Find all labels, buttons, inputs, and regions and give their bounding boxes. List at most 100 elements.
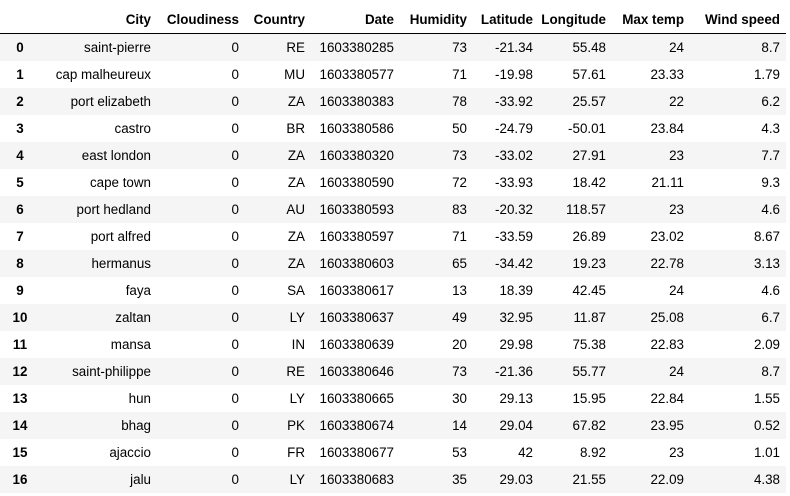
cell-cloudiness: 0 [231,229,239,244]
cell-max-temp: 24 [669,283,684,298]
cell-longitude: 42.45 [572,283,606,298]
cell-date: 1603380677 [319,445,394,460]
cell-longitude: 15.95 [572,391,606,406]
cell-date: 1603380383 [319,94,394,109]
cell-cloudiness: 0 [231,202,239,217]
cell-wind-speed: 3.13 [753,256,780,271]
table-row: 3 castro 0 BR 1603380586 50 -24.79 -50.01 23.84 4… [0,115,786,142]
cell-wind-speed: 8.7 [761,364,780,379]
cell-latitude: 29.03 [499,472,533,487]
cell-humidity: 50 [452,121,467,136]
cell-country: RE [286,40,305,55]
cell-cloudiness: 0 [231,256,239,271]
row-index: 12 [12,364,28,379]
cell-city: zaltan [115,310,151,325]
column-header-cloudiness: Cloudiness [157,6,245,34]
cell-longitude: 118.57 [566,202,606,217]
column-header-humidity: Humidity [400,6,473,34]
cell-country: ZA [287,229,305,244]
cell-longitude: 11.87 [573,310,606,325]
cell-cloudiness: 0 [231,121,239,136]
cell-humidity: 49 [452,310,467,325]
cell-latitude: -20.32 [495,202,533,217]
row-index: 2 [16,94,24,109]
cell-wind-speed: 4.3 [761,121,780,136]
cell-city: saint-philippe [72,364,151,379]
cell-latitude: -19.98 [495,67,533,82]
cell-max-temp: 24 [669,40,684,55]
cell-country: MU [284,67,305,82]
cell-cloudiness: 0 [231,40,239,55]
cell-date: 1603380639 [319,337,394,352]
cell-country: LY [289,472,305,487]
cell-wind-speed: 4.6 [761,283,780,298]
cell-date: 1603380586 [319,121,394,136]
table-row: 4 east london 0 ZA 1603380320 73 -33.02 27.91 23… [0,142,786,169]
cell-country: ZA [287,256,305,271]
cell-latitude: 29.13 [499,391,533,406]
cell-latitude: 18.39 [499,283,533,298]
cell-longitude: 18.42 [572,175,606,190]
cell-max-temp: 23 [669,445,684,460]
cell-max-temp: 23.02 [650,229,684,244]
cell-cloudiness: 0 [231,148,239,163]
cell-city: cap malheureux [55,67,151,82]
cell-longitude: -50.01 [568,121,606,136]
cell-latitude: 29.04 [499,418,533,433]
table-row: 11 mansa 0 IN 1603380639 20 29.98 75.38 22.83 2.0… [0,331,786,358]
cell-wind-speed: 0.52 [753,418,780,433]
cell-longitude: 57.61 [572,67,606,82]
cell-country: ZA [287,148,305,163]
cell-wind-speed: 8.7 [761,40,780,55]
column-header-wind-speed: Wind speed [690,6,786,34]
cell-max-temp: 21.11 [651,175,684,190]
cell-cloudiness: 0 [231,364,239,379]
cell-wind-speed: 1.01 [753,445,780,460]
cell-longitude: 21.55 [572,472,606,487]
row-index: 14 [12,418,28,433]
cell-date: 1603380674 [319,418,394,433]
cell-latitude: -33.59 [495,229,533,244]
cell-latitude: -21.34 [495,40,533,55]
table-row: 7 port alfred 0 ZA 1603380597 71 -33.59 26.89 23… [0,223,786,250]
cell-wind-speed: 4.6 [761,202,780,217]
row-index: 8 [16,256,24,271]
table-row: 16 jalu 0 LY 1603380683 35 29.03 21.55 22.09 4.38 [0,466,786,493]
cell-latitude: -21.36 [495,364,533,379]
table-row: 13 hun 0 LY 1603380665 30 29.13 15.95 22.84 1.55 [0,385,786,412]
cell-country: RE [286,364,305,379]
cell-city: port hedland [76,202,151,217]
table-row: 12 saint-philippe 0 RE 1603380646 73 -21.36 55.… [0,358,786,385]
cell-date: 1603380683 [319,472,394,487]
column-header-city: City [40,6,157,34]
cell-latitude: -33.02 [495,148,533,163]
cell-city: mansa [110,337,151,352]
cell-max-temp: 22 [669,94,684,109]
column-header-country: Country [245,6,311,34]
cell-city: hun [128,391,151,406]
cell-cloudiness: 0 [231,337,239,352]
cell-country: AU [286,202,305,217]
column-header-longitude: Longitude [539,6,612,34]
cell-country: BR [286,121,305,136]
cell-humidity: 73 [452,364,467,379]
cell-country: SA [287,283,305,298]
cell-latitude: -34.42 [495,256,533,271]
cell-city: port alfred [90,229,151,244]
cell-cloudiness: 0 [231,310,239,325]
cell-humidity: 73 [452,148,467,163]
cell-cloudiness: 0 [231,175,239,190]
cell-wind-speed: 1.55 [753,391,780,406]
cell-longitude: 25.57 [572,94,606,109]
cell-latitude: 32.95 [499,310,533,325]
cell-country: FR [287,445,305,460]
row-index: 10 [12,310,28,325]
cell-humidity: 71 [452,67,467,82]
cell-latitude: 42 [518,445,533,460]
cell-date: 1603380320 [319,148,394,163]
cell-wind-speed: 4.38 [753,472,780,487]
cell-humidity: 73 [452,40,467,55]
cell-date: 1603380637 [319,310,394,325]
cell-date: 1603380285 [319,40,394,55]
table-row: 1 cap malheureux 0 MU 1603380577 71 -19.98 57.6… [0,61,786,88]
